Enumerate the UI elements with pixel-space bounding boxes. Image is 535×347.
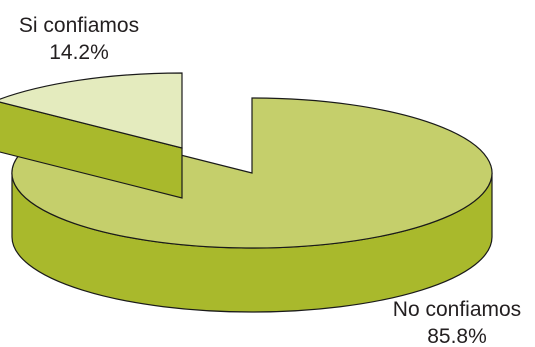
slice-value-si-confiamos: 14.2%: [49, 41, 109, 64]
slice-label-si-confiamos: Si confiamos 14.2%: [4, 12, 154, 66]
slice-label-no-confiamos: No confiamos 85.8%: [382, 296, 532, 347]
slice-top-no-confiamos: [11, 97, 493, 249]
slice-top-si-confiamos: [0, 72, 183, 149]
slice-name-si-confiamos: Si confiamos: [18, 14, 140, 37]
slice-value-no-confiamos: 85.8%: [427, 325, 487, 347]
slice-name-no-confiamos: No confiamos: [392, 298, 522, 321]
